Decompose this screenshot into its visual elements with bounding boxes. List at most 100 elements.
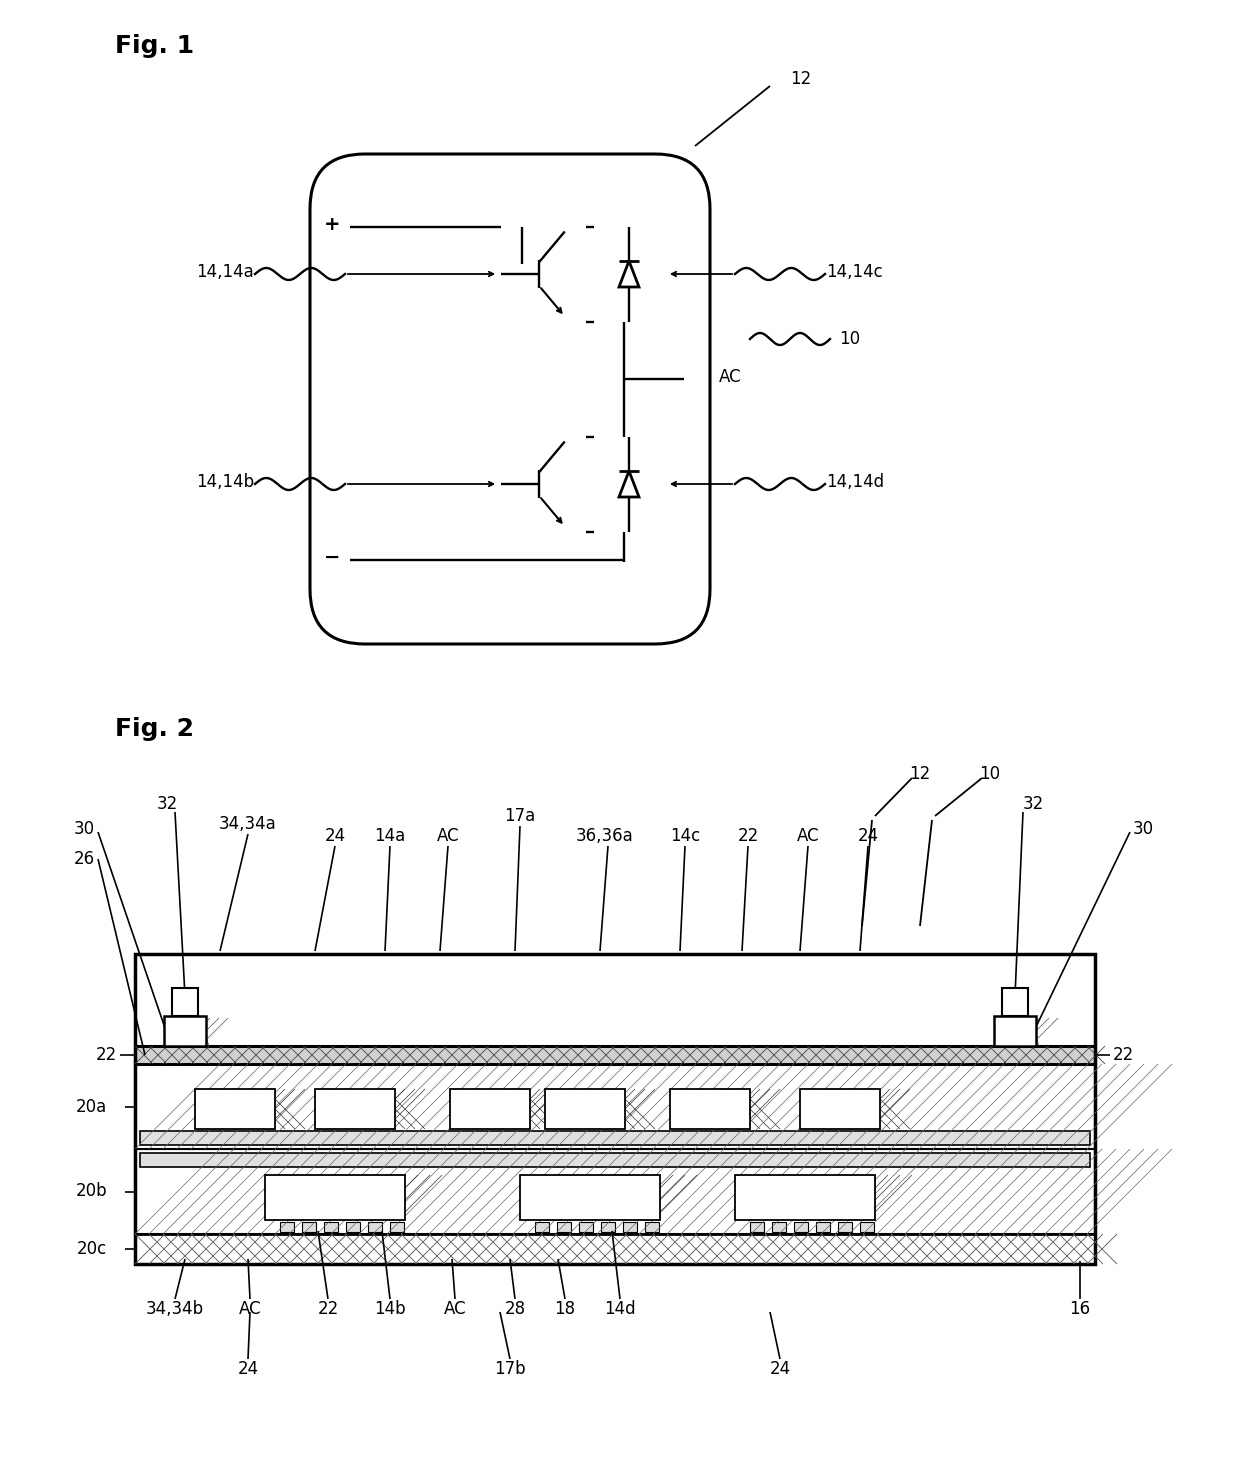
Circle shape (346, 556, 353, 563)
Text: −: − (324, 548, 340, 567)
Text: 20c: 20c (77, 1240, 107, 1257)
Text: 12: 12 (790, 69, 811, 88)
Bar (579, 1222, 593, 1232)
Bar (195, 1089, 275, 1129)
Text: 34,34b: 34,34b (146, 1300, 205, 1318)
Text: 22: 22 (738, 827, 759, 845)
Bar (794, 1222, 808, 1232)
Text: 22: 22 (95, 1047, 117, 1064)
Bar (816, 1222, 830, 1232)
Bar (546, 1089, 625, 1129)
Text: +: + (579, 1101, 591, 1116)
Text: 14b: 14b (374, 1300, 405, 1318)
Bar (594, 227, 663, 321)
Text: 14,14c: 14,14c (827, 262, 883, 282)
Bar (324, 1222, 339, 1232)
Bar (501, 227, 587, 321)
Text: 32: 32 (1022, 794, 1044, 814)
Text: −: − (584, 1190, 596, 1206)
Text: 36,36a: 36,36a (577, 827, 634, 845)
Text: 24: 24 (857, 827, 879, 845)
Bar (140, 1153, 1090, 1167)
Bar (303, 1222, 316, 1232)
Text: −: − (329, 1190, 341, 1206)
Text: +: + (324, 215, 340, 234)
Text: 16: 16 (1069, 1300, 1090, 1318)
Text: Fig. 1: Fig. 1 (115, 34, 195, 57)
Text: 12: 12 (909, 765, 931, 783)
Text: 14,14d: 14,14d (826, 473, 884, 491)
Bar (601, 1222, 615, 1232)
Text: 17b: 17b (495, 1361, 526, 1378)
Circle shape (497, 270, 505, 279)
Bar (773, 1222, 786, 1232)
Text: 34,34a: 34,34a (219, 815, 277, 833)
Text: AC: AC (719, 368, 742, 386)
Bar (135, 1150, 1095, 1234)
Text: AC: AC (238, 1300, 262, 1318)
Bar (750, 1222, 764, 1232)
Bar (391, 1222, 404, 1232)
Text: 28: 28 (505, 1300, 526, 1318)
Text: 14d: 14d (604, 1300, 636, 1318)
Circle shape (680, 374, 688, 383)
Text: −: − (799, 1190, 811, 1206)
Text: AC: AC (444, 1300, 466, 1318)
Text: 14,14b: 14,14b (196, 473, 254, 491)
Text: 22: 22 (1114, 1047, 1135, 1064)
Text: 10: 10 (980, 765, 1001, 783)
Bar (450, 1089, 529, 1129)
Bar (645, 1222, 658, 1232)
Text: 30: 30 (74, 820, 95, 839)
Bar (172, 988, 197, 1016)
Text: +: + (484, 1101, 496, 1116)
Text: 30: 30 (1133, 820, 1154, 839)
Text: AC: AC (796, 827, 820, 845)
Bar (346, 1222, 360, 1232)
Bar (838, 1222, 852, 1232)
Bar (368, 1222, 382, 1232)
Bar (994, 1016, 1035, 1047)
Text: 14,14a: 14,14a (196, 262, 254, 282)
Text: 14a: 14a (374, 827, 405, 845)
Bar (164, 1016, 206, 1047)
Bar (135, 1234, 1095, 1265)
Bar (265, 1175, 405, 1220)
Bar (622, 1222, 637, 1232)
Circle shape (346, 223, 353, 230)
Text: Fig. 2: Fig. 2 (115, 716, 193, 741)
Bar (520, 1175, 660, 1220)
Text: 24: 24 (237, 1361, 259, 1378)
Bar (534, 1222, 549, 1232)
Text: 10: 10 (839, 330, 861, 348)
Text: 18: 18 (554, 1300, 575, 1318)
Bar (861, 1222, 874, 1232)
Text: 24: 24 (770, 1361, 791, 1378)
Text: 20b: 20b (76, 1182, 107, 1200)
Text: 14c: 14c (670, 827, 701, 845)
Bar (135, 1047, 1095, 1064)
Bar (670, 1089, 750, 1129)
Bar (280, 1222, 294, 1232)
Text: 26: 26 (74, 850, 95, 868)
Bar (135, 954, 1095, 1265)
Text: 24: 24 (325, 827, 346, 845)
Text: 17a: 17a (505, 806, 536, 825)
FancyBboxPatch shape (310, 153, 711, 644)
Text: 32: 32 (156, 794, 177, 814)
Bar (140, 1131, 1090, 1145)
Bar (135, 1064, 1095, 1150)
Bar (557, 1222, 570, 1232)
Bar (735, 1175, 875, 1220)
Bar (800, 1089, 880, 1129)
Bar (594, 436, 663, 532)
Text: +: + (833, 1101, 847, 1116)
Text: +: + (228, 1101, 242, 1116)
Text: AC: AC (436, 827, 459, 845)
Bar (1002, 988, 1028, 1016)
Bar (501, 436, 587, 532)
Bar (315, 1089, 396, 1129)
Text: 22: 22 (317, 1300, 339, 1318)
Text: 20a: 20a (76, 1098, 107, 1116)
Circle shape (497, 481, 505, 488)
